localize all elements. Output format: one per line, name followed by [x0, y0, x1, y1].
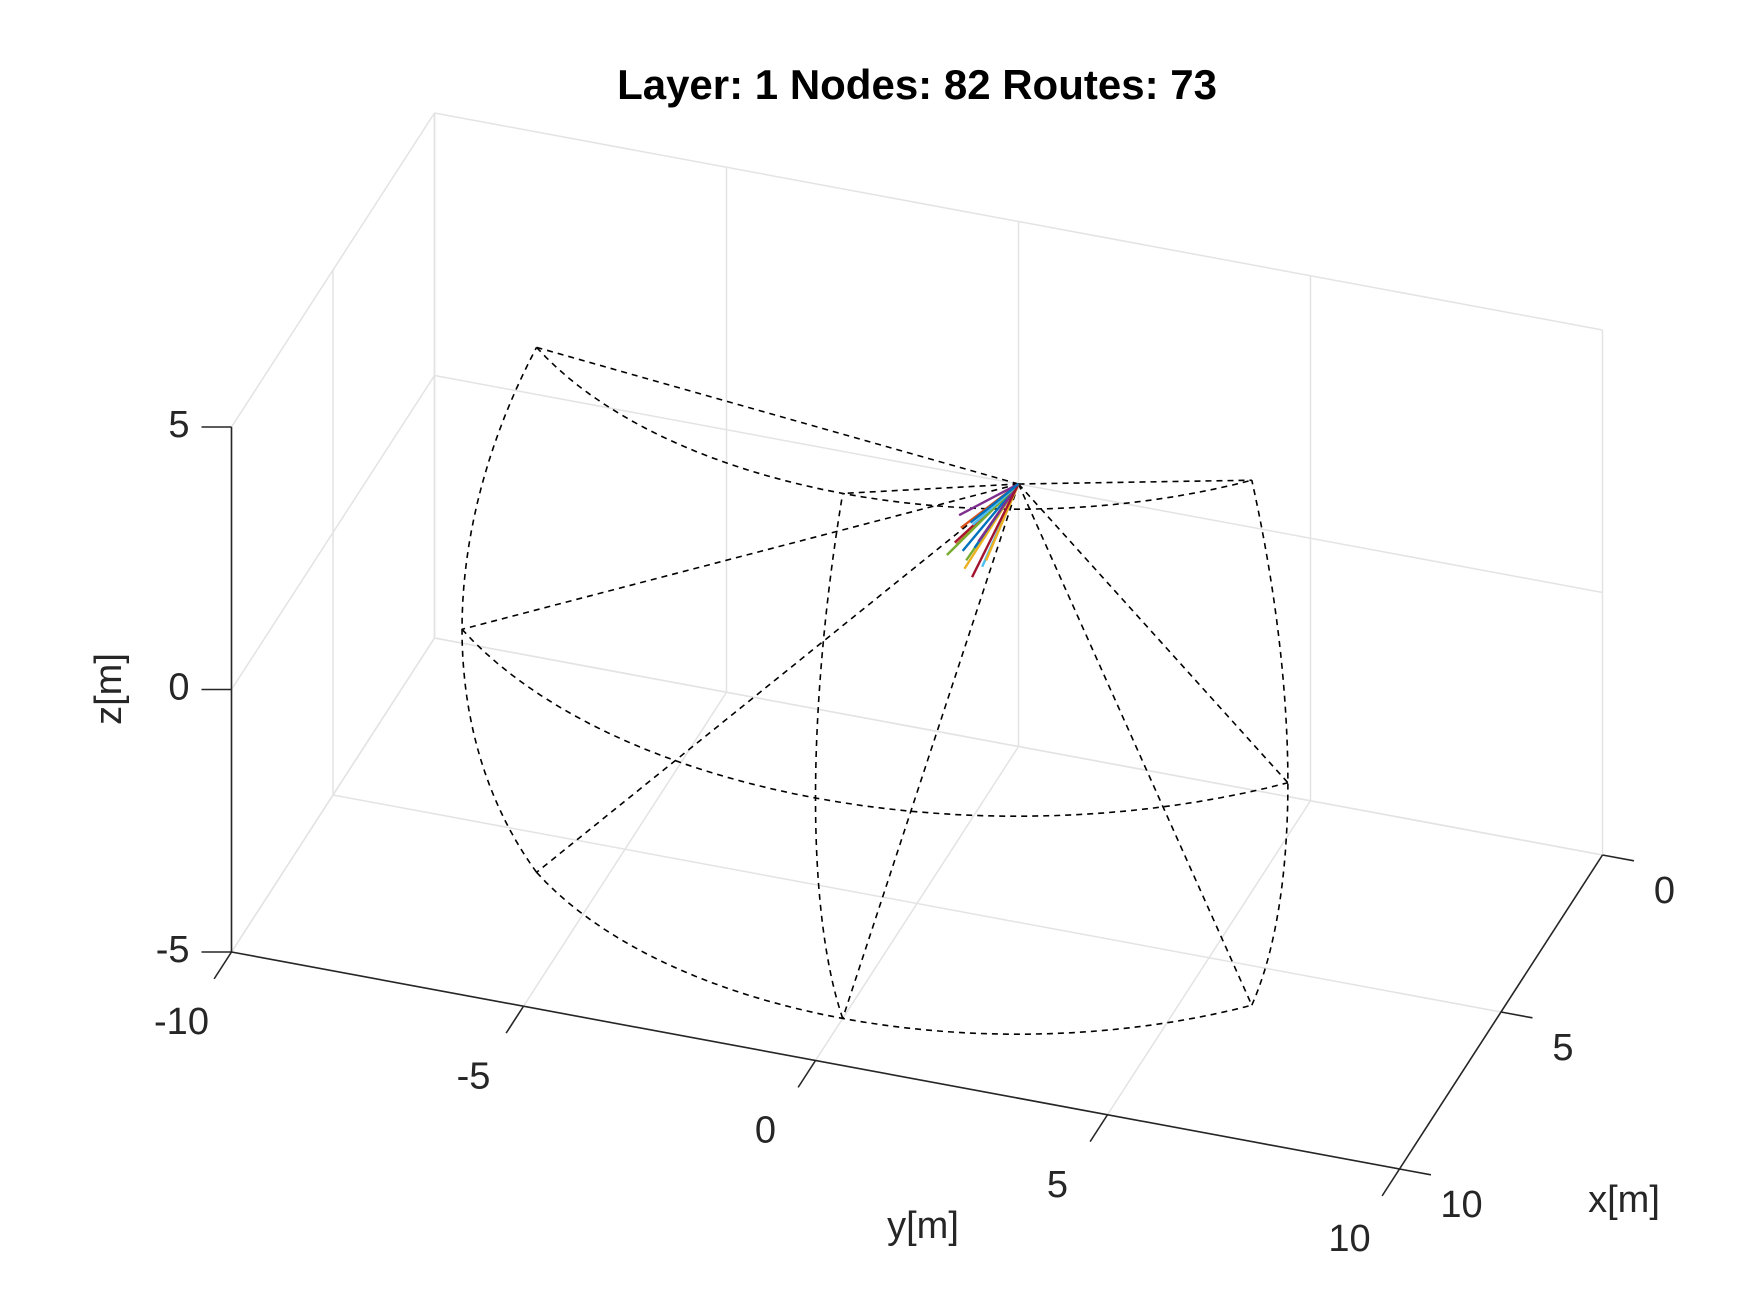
- z-axis-label: z[m]: [88, 653, 130, 725]
- fov-ray: [842, 483, 1019, 495]
- route: [961, 483, 1020, 552]
- fov-arc: [461, 346, 538, 873]
- y-axis-label: y[m]: [887, 1205, 959, 1247]
- fov-ray: [536, 483, 1020, 873]
- y-tick-label: 0: [755, 1110, 776, 1152]
- z-tick-label: 0: [168, 667, 189, 709]
- y-tick: [1089, 1114, 1109, 1143]
- grid-line: [434, 112, 1603, 331]
- route: [970, 483, 1020, 578]
- x-axis-label: x[m]: [1588, 1179, 1660, 1221]
- x-tick: [1399, 1168, 1432, 1176]
- z-tick-label: 5: [168, 404, 189, 446]
- y-tick-label: -10: [154, 1001, 209, 1043]
- route: [969, 483, 1020, 524]
- y-tick: [213, 951, 233, 980]
- y-tick-label: 5: [1047, 1164, 1068, 1206]
- grid-line: [332, 794, 1502, 1013]
- y-tick-label: -5: [457, 1055, 491, 1097]
- x-tick-label: 5: [1552, 1027, 1573, 1069]
- x-tick-label: 10: [1440, 1184, 1482, 1226]
- fov-ray: [1017, 483, 1253, 1006]
- x-tick: [1602, 854, 1635, 862]
- y-tick: [505, 1005, 525, 1034]
- route: [977, 483, 1020, 543]
- y-tick: [797, 1060, 817, 1088]
- x-tick-label: 0: [1654, 870, 1675, 912]
- fov-arc: [814, 493, 844, 1019]
- fov-ray: [1018, 479, 1252, 485]
- x-tick: [1500, 1011, 1533, 1019]
- fov-ray: [461, 483, 1019, 631]
- route: [958, 482, 1020, 517]
- grid-line: [434, 637, 1603, 856]
- z-tick-label: -5: [156, 929, 190, 971]
- y-tick: [1381, 1168, 1401, 1197]
- y-tick-label: 10: [1328, 1218, 1370, 1260]
- chart-title: Layer: 1 Nodes: 82 Routes: 73: [617, 61, 1217, 108]
- fov-ray: [841, 483, 1020, 1019]
- fov-ray: [1017, 483, 1289, 784]
